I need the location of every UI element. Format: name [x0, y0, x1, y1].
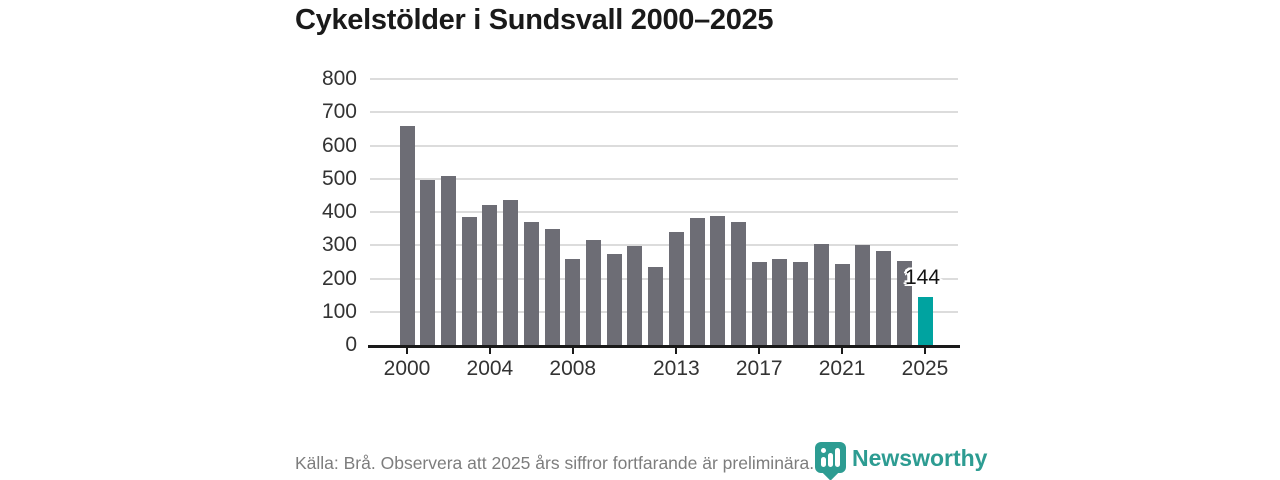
bar-2006 — [523, 221, 539, 345]
bar-2002 — [440, 176, 456, 345]
x-axis-tick-2021 — [841, 347, 844, 354]
y-axis-label-0: 0 — [345, 333, 357, 356]
x-axis-tick-2013 — [675, 347, 678, 354]
bar-2001 — [420, 180, 436, 345]
logo-bar-dot — [821, 448, 826, 453]
x-axis-label-2004: 2004 — [466, 357, 514, 380]
y-axis-label-800: 800 — [321, 67, 357, 90]
bar-2022 — [855, 244, 871, 345]
x-axis-tick-2025 — [924, 347, 926, 354]
bar-2024 — [896, 260, 912, 345]
y-axis-label-600: 600 — [321, 133, 357, 157]
bar-2025 — [917, 297, 933, 345]
bar-2015 — [710, 215, 726, 345]
chart-title: Cykelstölder i Sundsvall 2000–2025 — [295, 4, 774, 36]
gridline-400 — [370, 211, 958, 213]
bar-2005 — [503, 200, 519, 345]
x-axis-label-2025: 2025 — [901, 357, 949, 380]
logo-bar-medium — [828, 453, 833, 467]
newsworthy-logo[interactable]: Newsworthy — [815, 442, 988, 480]
x-axis-label-2021: 2021 — [818, 357, 866, 380]
x-axis-label-2013: 2013 — [653, 357, 700, 380]
x-axis-label-2008: 2008 — [549, 357, 597, 380]
x-axis-tick-2000 — [406, 347, 408, 354]
x-axis-line — [368, 345, 960, 348]
bar-2012 — [648, 266, 664, 345]
bar-2004 — [482, 205, 498, 345]
bar-2016 — [731, 221, 747, 345]
y-axis-label-100: 100 — [321, 299, 357, 323]
bar-2009 — [585, 239, 601, 345]
gridline-200 — [370, 277, 958, 280]
y-axis-label-300: 300 — [321, 233, 357, 257]
bar-2020 — [813, 243, 829, 345]
y-axis-label-200: 200 — [321, 266, 357, 290]
value-label-2025: 144 — [905, 266, 941, 289]
bar-2018 — [772, 258, 788, 345]
gridline-700 — [370, 111, 958, 114]
gridline-800 — [370, 78, 958, 80]
gridline-600 — [370, 144, 958, 147]
gridline-300 — [370, 244, 958, 247]
bar-2021 — [834, 264, 850, 345]
bar-2013 — [668, 232, 684, 345]
bar-2014 — [689, 218, 705, 345]
bar-2019 — [793, 261, 809, 345]
x-axis-tick-2004 — [488, 347, 491, 354]
gridline-500 — [370, 177, 958, 180]
bar-2023 — [876, 250, 892, 345]
bar-2010 — [606, 253, 622, 345]
x-axis-label-2017: 2017 — [735, 357, 783, 380]
bar-2011 — [627, 246, 643, 345]
source-note: Källa: Brå. Observera att 2025 års siffr… — [295, 453, 815, 473]
gridline-100 — [370, 310, 958, 313]
newsworthy-barchart-pin-icon — [815, 442, 846, 473]
bar-2007 — [544, 229, 560, 345]
y-axis-label-700: 700 — [321, 100, 357, 124]
y-axis-label-500: 500 — [321, 166, 357, 190]
x-axis-tick-2017 — [758, 347, 761, 354]
y-axis-label-400: 400 — [321, 200, 357, 223]
logo-bar-large — [835, 448, 840, 467]
logo-bar-small — [821, 457, 826, 467]
x-axis-tick-2008 — [571, 347, 574, 354]
newsworthy-logo-text: Newsworthy — [852, 445, 988, 471]
bar-2003 — [461, 216, 477, 345]
x-axis-label-2000: 2000 — [383, 357, 431, 380]
bar-2008 — [565, 258, 581, 345]
bar-2017 — [751, 261, 767, 345]
bar-2000 — [399, 125, 415, 345]
